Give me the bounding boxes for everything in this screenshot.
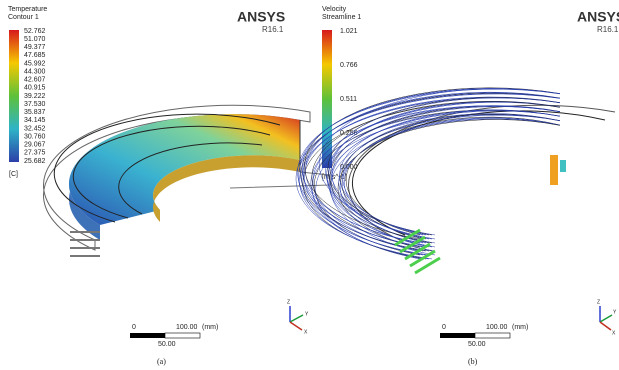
scale-end: 100.00 <box>176 324 198 331</box>
scale-bar <box>130 333 165 338</box>
legend-label: 1.021 <box>340 28 358 35</box>
legend-label: 52.762 <box>24 28 46 35</box>
panel-a: Temperature Contour 1 52.76251.07049.377… <box>8 6 331 366</box>
colorbar <box>322 30 332 168</box>
streamline <box>343 117 561 240</box>
legend-subtitle: Streamline 1 <box>322 14 361 21</box>
streamline <box>318 88 561 236</box>
panel-b: Velocity Streamline 1 1.021 0.766 0.511 0.2… <box>295 6 619 366</box>
legend-label: 40.915 <box>24 85 46 92</box>
streamline <box>342 118 561 244</box>
legend-title: Temperature <box>8 6 47 13</box>
logo: ANSYS <box>577 9 619 25</box>
legend-label: 51.070 <box>24 36 46 43</box>
streamline <box>311 101 561 248</box>
geometry <box>295 87 616 275</box>
colorbar <box>9 30 19 162</box>
legend-label: 0.256 <box>340 130 358 137</box>
legend-label: 35.837 <box>24 109 46 116</box>
streamline <box>302 88 561 244</box>
scale-start: 0 <box>132 324 136 331</box>
triad-label: Y <box>305 311 309 317</box>
streamline <box>330 114 561 256</box>
triad-label: X <box>304 329 308 335</box>
legend-label: 44.300 <box>24 68 46 75</box>
legend-label: 29.067 <box>24 142 46 149</box>
legend-label: 0.511 <box>340 96 357 103</box>
legend-subtitle: Contour 1 <box>8 14 39 21</box>
scale-start: 0 <box>442 324 446 331</box>
streamline <box>327 97 561 236</box>
legend-label: 30.760 <box>24 133 46 140</box>
legend-label: 45.992 <box>24 60 46 67</box>
scale-mid: 50.00 <box>158 341 176 348</box>
triad-label: Z <box>287 299 290 305</box>
streamline <box>299 88 561 248</box>
legend-label: 34.145 <box>24 117 46 124</box>
streamline <box>312 105 561 252</box>
logo-version: R16.1 <box>262 25 284 34</box>
triad-label: Y <box>613 309 617 315</box>
streamline <box>338 114 561 244</box>
scale-bar <box>474 332 511 339</box>
triad-label: Z <box>597 299 600 305</box>
streamline <box>337 119 561 252</box>
streamline <box>310 105 561 256</box>
triad-label: X <box>612 330 616 336</box>
streamline <box>311 110 561 260</box>
scale-unit: (mm) <box>202 324 218 331</box>
panel-label: (a) <box>157 357 166 366</box>
scale-unit: (mm) <box>512 324 528 331</box>
panel-label: (b) <box>468 357 478 366</box>
scale-bar <box>440 333 475 338</box>
streamline <box>345 116 561 236</box>
legend-label: 47.685 <box>24 52 46 59</box>
streamline <box>327 106 561 248</box>
streamline <box>325 97 561 240</box>
streamline <box>326 102 561 244</box>
streamline <box>328 110 561 252</box>
legend-label: 32.452 <box>24 125 46 132</box>
streamline <box>339 118 561 248</box>
legend-unit: [C] <box>9 171 18 178</box>
legend-unit: [m s^-1] <box>322 174 347 181</box>
legend-label: 27.375 <box>24 150 46 157</box>
legend-label: 49.377 <box>24 44 46 51</box>
legend-title: Velocity <box>322 6 347 13</box>
legend-label: 25.682 <box>24 158 46 165</box>
streamline <box>297 88 561 252</box>
scale-bar <box>164 332 201 339</box>
scale-end: 100.00 <box>486 324 508 331</box>
legend-label: 42.607 <box>24 77 46 84</box>
streamline <box>340 113 561 240</box>
triad: Z Y X <box>287 299 309 335</box>
geometry <box>43 104 331 257</box>
logo: ANSYS <box>237 9 285 25</box>
legend-label: 37.530 <box>24 101 46 108</box>
legend-label: 39.222 <box>24 93 46 100</box>
triad: Z Y X <box>597 299 617 336</box>
streamline <box>339 109 561 236</box>
streamline <box>304 87 561 240</box>
streamline <box>298 93 561 256</box>
legend-label: 0.766 <box>340 62 358 69</box>
logo-version: R16.1 <box>597 25 619 34</box>
scale-mid: 50.00 <box>468 341 486 348</box>
streamline <box>330 110 561 248</box>
streamline <box>342 113 561 236</box>
